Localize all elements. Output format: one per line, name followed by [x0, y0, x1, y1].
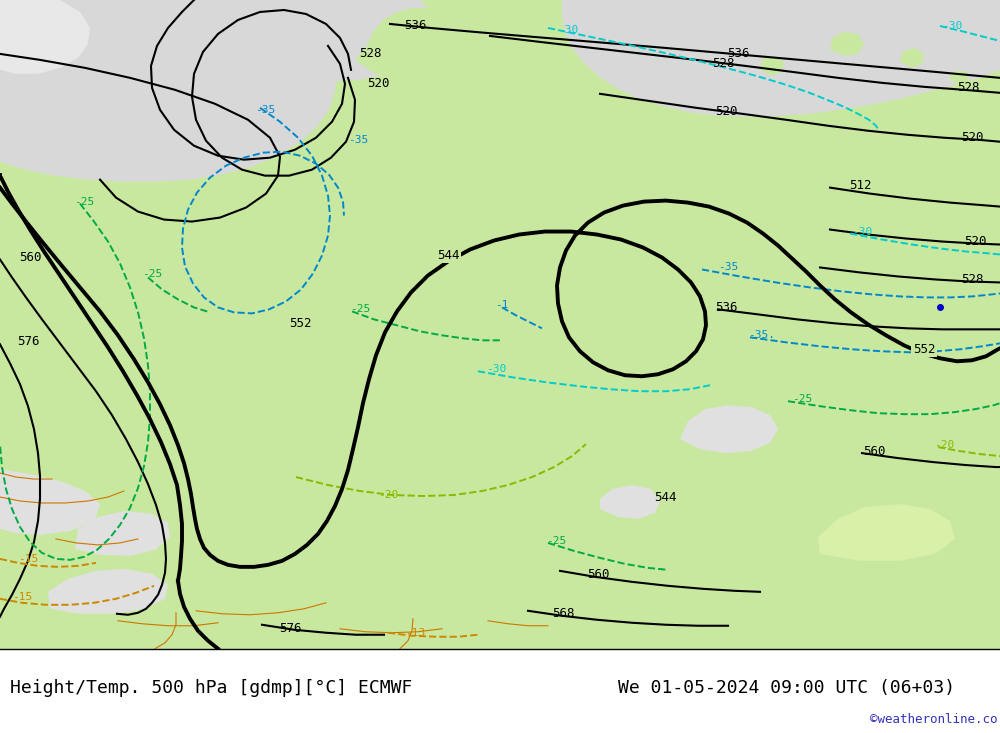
- Text: -20: -20: [934, 440, 954, 450]
- Polygon shape: [75, 511, 170, 556]
- Text: 520: 520: [964, 235, 986, 248]
- Polygon shape: [950, 70, 969, 85]
- Text: 528: 528: [961, 273, 983, 286]
- Text: ©weatheronline.co.uk: ©weatheronline.co.uk: [870, 713, 1000, 726]
- Text: 528: 528: [712, 57, 734, 70]
- Text: 552: 552: [289, 317, 311, 330]
- Polygon shape: [830, 32, 864, 56]
- Text: -30: -30: [942, 21, 962, 31]
- Polygon shape: [218, 0, 435, 82]
- Polygon shape: [600, 485, 660, 519]
- Text: -25: -25: [74, 196, 94, 207]
- Text: We 01-05-2024 09:00 UTC (06+03): We 01-05-2024 09:00 UTC (06+03): [618, 679, 955, 696]
- Text: -30: -30: [486, 364, 506, 375]
- Text: 544: 544: [437, 249, 459, 262]
- Text: -25: -25: [142, 270, 162, 279]
- Text: 560: 560: [587, 568, 609, 581]
- Text: -30: -30: [558, 25, 578, 35]
- Text: 536: 536: [404, 20, 426, 32]
- Text: 512: 512: [849, 179, 871, 192]
- Polygon shape: [900, 48, 924, 68]
- Polygon shape: [760, 56, 784, 75]
- Text: 536: 536: [727, 48, 749, 60]
- Text: 544: 544: [654, 490, 676, 504]
- Text: 576: 576: [17, 335, 39, 348]
- Polygon shape: [355, 8, 468, 84]
- Text: -15: -15: [18, 554, 38, 564]
- Polygon shape: [0, 0, 336, 182]
- Text: -20: -20: [378, 490, 398, 500]
- Text: -35.: -35.: [748, 331, 776, 340]
- Text: -35: -35: [718, 262, 738, 273]
- Text: -25: -25: [350, 304, 370, 314]
- Text: -30: -30: [852, 226, 872, 237]
- Text: 520: 520: [367, 78, 389, 90]
- Text: 528: 528: [359, 48, 381, 60]
- Text: 528: 528: [957, 81, 979, 95]
- Text: 552: 552: [913, 343, 935, 356]
- Text: -1: -1: [495, 301, 509, 310]
- Text: 560: 560: [19, 251, 41, 264]
- Polygon shape: [0, 469, 100, 535]
- Text: -25: -25: [792, 394, 812, 404]
- Polygon shape: [818, 504, 955, 561]
- Text: 560: 560: [863, 445, 885, 457]
- Text: -35: -35: [348, 135, 368, 144]
- Text: 520: 520: [715, 106, 737, 118]
- Text: Height/Temp. 500 hPa [gdmp][°C] ECMWF: Height/Temp. 500 hPa [gdmp][°C] ECMWF: [10, 679, 412, 696]
- Polygon shape: [48, 569, 168, 614]
- Text: -15: -15: [12, 592, 32, 602]
- Text: 536: 536: [715, 301, 737, 314]
- Text: 568: 568: [552, 607, 574, 620]
- Text: 576: 576: [279, 622, 301, 636]
- Text: -35: -35: [255, 105, 275, 115]
- Text: -25: -25: [546, 536, 566, 546]
- Text: -13: -13: [405, 627, 425, 638]
- Polygon shape: [420, 0, 1000, 117]
- Polygon shape: [680, 405, 778, 453]
- Polygon shape: [0, 0, 90, 74]
- Text: 520: 520: [961, 131, 983, 144]
